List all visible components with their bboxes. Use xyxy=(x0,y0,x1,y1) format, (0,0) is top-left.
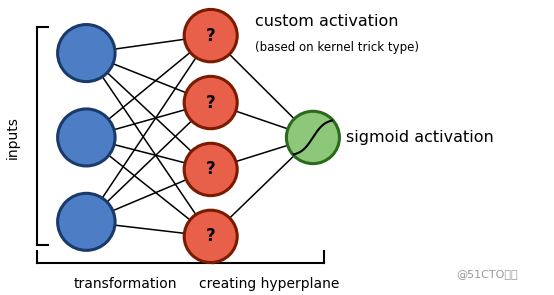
Ellipse shape xyxy=(58,24,115,82)
Text: custom activation: custom activation xyxy=(255,14,398,29)
Ellipse shape xyxy=(184,9,237,62)
Text: ?: ? xyxy=(206,160,216,178)
Ellipse shape xyxy=(184,143,237,196)
Text: (based on kernel trick type): (based on kernel trick type) xyxy=(255,41,419,54)
Text: @51CTO博客: @51CTO博客 xyxy=(456,269,518,279)
Ellipse shape xyxy=(58,193,115,250)
Ellipse shape xyxy=(286,111,340,164)
Text: inputs: inputs xyxy=(6,116,20,159)
Text: transformation: transformation xyxy=(73,277,177,291)
Ellipse shape xyxy=(184,76,237,129)
Text: ?: ? xyxy=(206,227,216,245)
Text: sigmoid activation: sigmoid activation xyxy=(346,130,494,145)
Text: creating hyperplane: creating hyperplane xyxy=(198,277,339,291)
Text: ?: ? xyxy=(206,27,216,45)
Ellipse shape xyxy=(58,109,115,166)
Ellipse shape xyxy=(184,210,237,263)
Text: ?: ? xyxy=(206,94,216,112)
